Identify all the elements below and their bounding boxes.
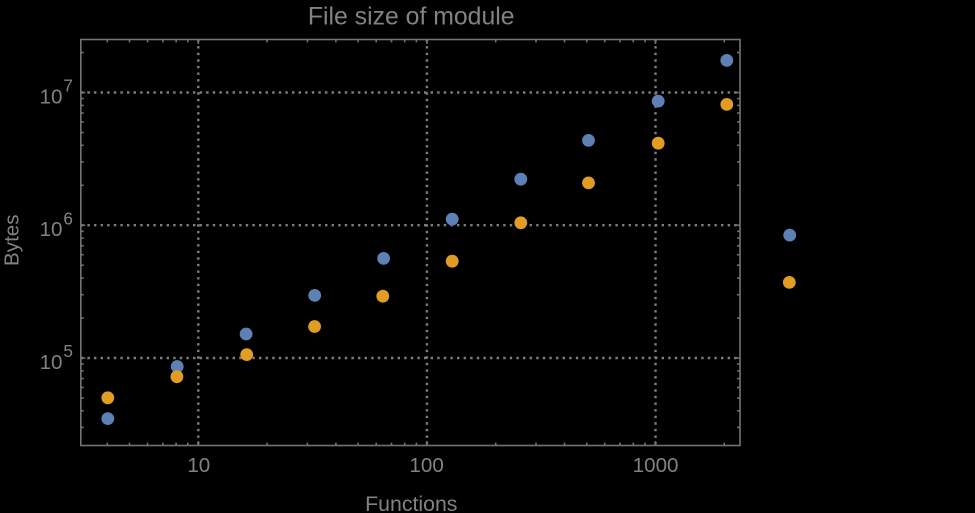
svg-text:7: 7 <box>63 76 73 96</box>
svg-text:10: 10 <box>40 351 63 374</box>
svg-text:100: 100 <box>409 454 443 477</box>
svg-text:6: 6 <box>63 208 73 228</box>
svg-text:10: 10 <box>40 218 63 241</box>
svg-text:1000: 1000 <box>633 454 679 477</box>
svg-text:5: 5 <box>63 341 73 361</box>
svg-text:Bytes: Bytes <box>1 214 24 266</box>
svg-text:10: 10 <box>187 454 210 477</box>
svg-text:File size of module: File size of module <box>308 4 515 31</box>
svg-text:10: 10 <box>40 86 63 109</box>
svg-text:Functions: Functions <box>365 492 457 513</box>
